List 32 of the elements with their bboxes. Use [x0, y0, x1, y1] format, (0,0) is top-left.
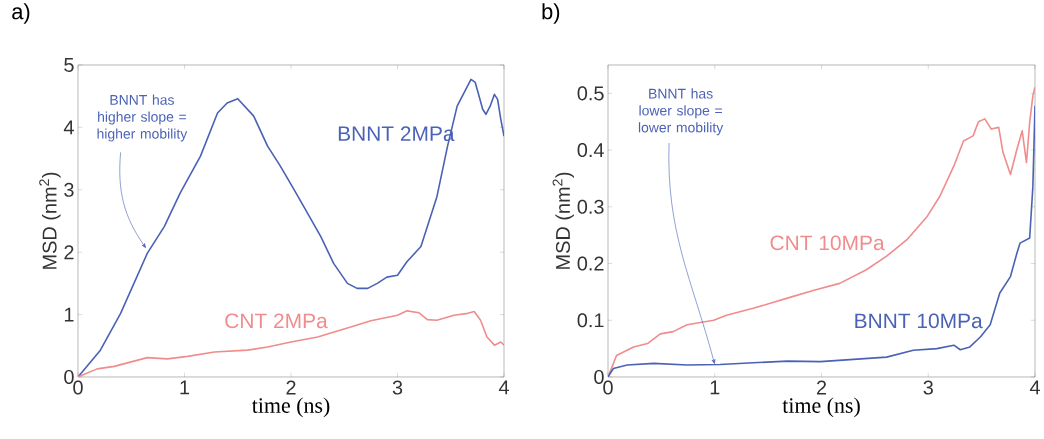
- x-tick-label: 2: [286, 380, 296, 395]
- y-tick-label: 0.5: [577, 86, 604, 101]
- y-axis-title: MSD (nm$^{2}$): [552, 172, 574, 269]
- x-tick-label: 4: [498, 380, 509, 395]
- x-tick-label: 1: [180, 380, 190, 395]
- y-axis-title: MSD (nm$^{2}$): [39, 172, 61, 269]
- y-tick-label: 0: [594, 369, 604, 385]
- series-label: CNT 10MPa: [770, 235, 885, 251]
- x-tick-label: 3: [923, 380, 933, 395]
- chart-title: a): [12, 3, 30, 24]
- x-tick-label: 2: [816, 380, 827, 395]
- y-tick-label: 0: [64, 369, 74, 385]
- y-tick-label: 0.4: [577, 143, 604, 158]
- x-tick-label: 1: [710, 380, 720, 395]
- y-tick-label: 2: [64, 245, 74, 260]
- line-series: [78, 310, 505, 377]
- series-label: BNNT 10MPa: [855, 313, 983, 329]
- x-axis-title: time (ns): [251, 397, 330, 418]
- annotation: BNNT has higher slope = higher mobility: [97, 94, 188, 142]
- y-tick-label: 0.3: [577, 199, 604, 214]
- annotation: BNNT has lower slope = lower mobility: [638, 88, 724, 136]
- series-label: CNT 2MPa: [225, 313, 328, 329]
- y-tick-label: 4: [63, 120, 74, 135]
- chart-title: b): [542, 3, 560, 24]
- x-tick-label: 4: [1029, 380, 1040, 395]
- x-tick-label: 3: [392, 380, 403, 395]
- y-tick-label: 1: [64, 307, 74, 322]
- y-tick-label: 5: [64, 58, 74, 72]
- x-axis-title: time (ns): [782, 397, 860, 418]
- y-tick-label: 0.2: [577, 256, 604, 271]
- y-tick-label: 3: [64, 182, 74, 197]
- y-tick-label: 0.1: [577, 313, 604, 328]
